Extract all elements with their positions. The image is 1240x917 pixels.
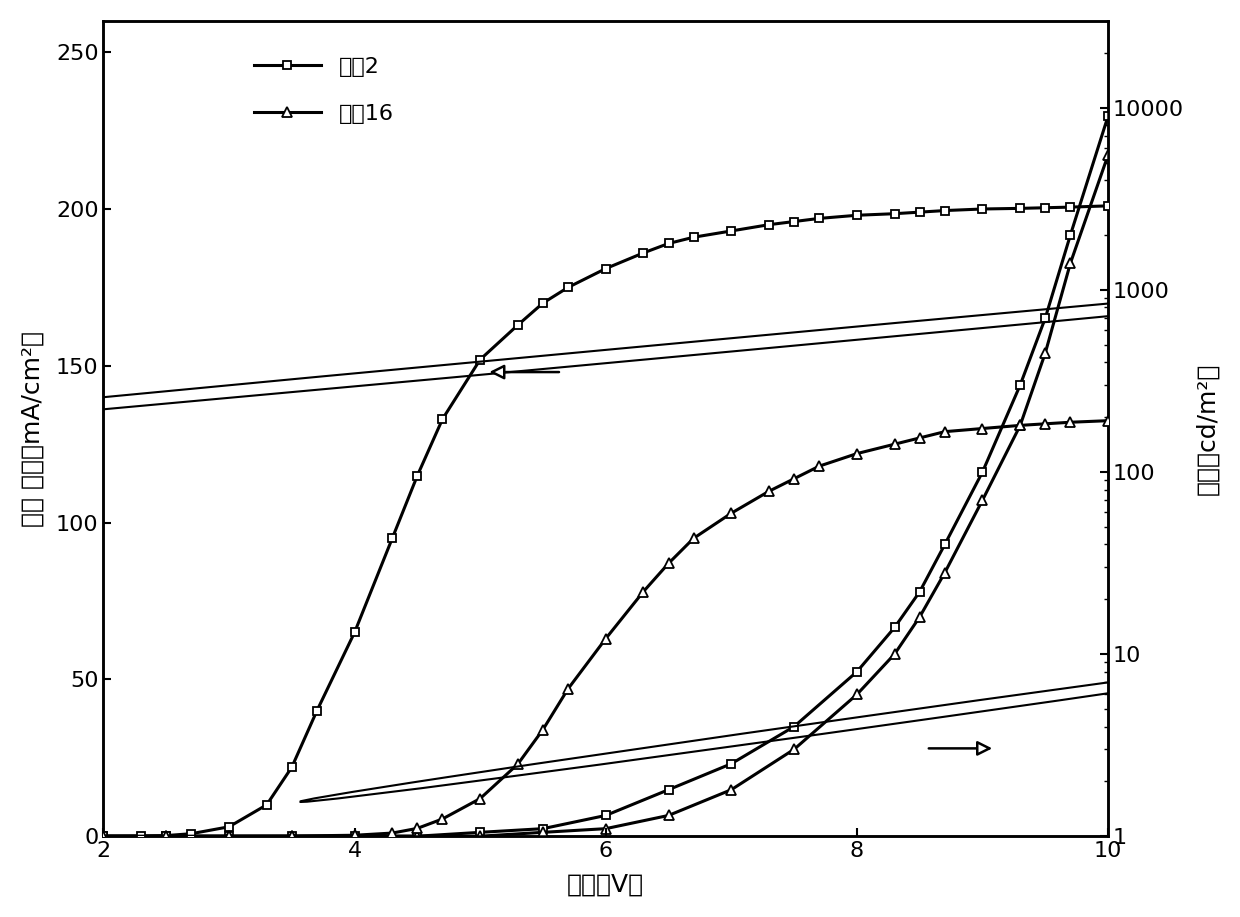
器件2 — [384, 533, 399, 544]
器件16 — [1101, 415, 1116, 426]
器件16 — [786, 473, 801, 484]
器件16 — [913, 433, 928, 444]
器件2 — [435, 414, 450, 425]
器件2 — [184, 828, 198, 839]
器件2 — [1063, 202, 1078, 213]
器件2 — [410, 470, 425, 481]
器件16 — [812, 460, 827, 471]
器件16 — [159, 831, 174, 842]
器件16 — [975, 423, 990, 434]
器件16 — [887, 438, 901, 449]
器件2 — [1038, 203, 1053, 214]
器件16 — [222, 831, 237, 842]
器件2 — [511, 319, 526, 330]
器件2 — [599, 263, 614, 274]
器件2 — [686, 232, 701, 243]
器件16 — [95, 831, 110, 842]
器件2 — [472, 354, 487, 365]
器件16 — [384, 827, 399, 838]
器件2 — [975, 204, 990, 215]
Line: 器件2: 器件2 — [99, 202, 1112, 840]
器件16 — [472, 793, 487, 804]
器件16 — [599, 633, 614, 644]
器件2 — [636, 248, 651, 259]
器件2 — [937, 205, 952, 216]
Legend: 器件2, 器件16: 器件2, 器件16 — [246, 49, 402, 133]
器件2 — [913, 206, 928, 217]
器件2 — [222, 822, 237, 833]
器件2 — [786, 216, 801, 227]
X-axis label: 电压（V）: 电压（V） — [567, 872, 645, 896]
Line: 器件16: 器件16 — [98, 415, 1114, 841]
器件2 — [159, 830, 174, 841]
器件2 — [95, 831, 110, 842]
器件16 — [937, 426, 952, 437]
器件2 — [536, 298, 551, 309]
器件16 — [686, 533, 701, 544]
器件16 — [410, 823, 425, 834]
器件2 — [1013, 203, 1028, 214]
器件16 — [636, 586, 651, 597]
器件16 — [560, 683, 575, 694]
器件16 — [347, 830, 362, 841]
器件16 — [536, 724, 551, 735]
Y-axis label: 电流 密度（mA/cm²）: 电流 密度（mA/cm²） — [21, 330, 45, 526]
器件16 — [761, 486, 776, 497]
器件2 — [259, 800, 274, 811]
器件16 — [1038, 418, 1053, 429]
器件16 — [511, 758, 526, 769]
器件2 — [560, 282, 575, 293]
器件16 — [1063, 416, 1078, 427]
器件2 — [849, 210, 864, 221]
器件2 — [134, 831, 149, 842]
器件16 — [849, 448, 864, 459]
器件2 — [887, 208, 901, 219]
器件16 — [284, 831, 299, 842]
器件2 — [761, 219, 776, 230]
器件2 — [347, 627, 362, 638]
器件16 — [1013, 420, 1028, 431]
器件2 — [1101, 200, 1116, 211]
器件16 — [724, 508, 739, 519]
Y-axis label: 亮度（cd/m²）: 亮度（cd/m²） — [1195, 362, 1219, 494]
器件2 — [812, 213, 827, 224]
器件2 — [661, 238, 676, 249]
器件2 — [284, 762, 299, 773]
器件16 — [661, 558, 676, 569]
器件16 — [435, 813, 450, 824]
器件2 — [724, 226, 739, 237]
器件2 — [310, 705, 325, 716]
